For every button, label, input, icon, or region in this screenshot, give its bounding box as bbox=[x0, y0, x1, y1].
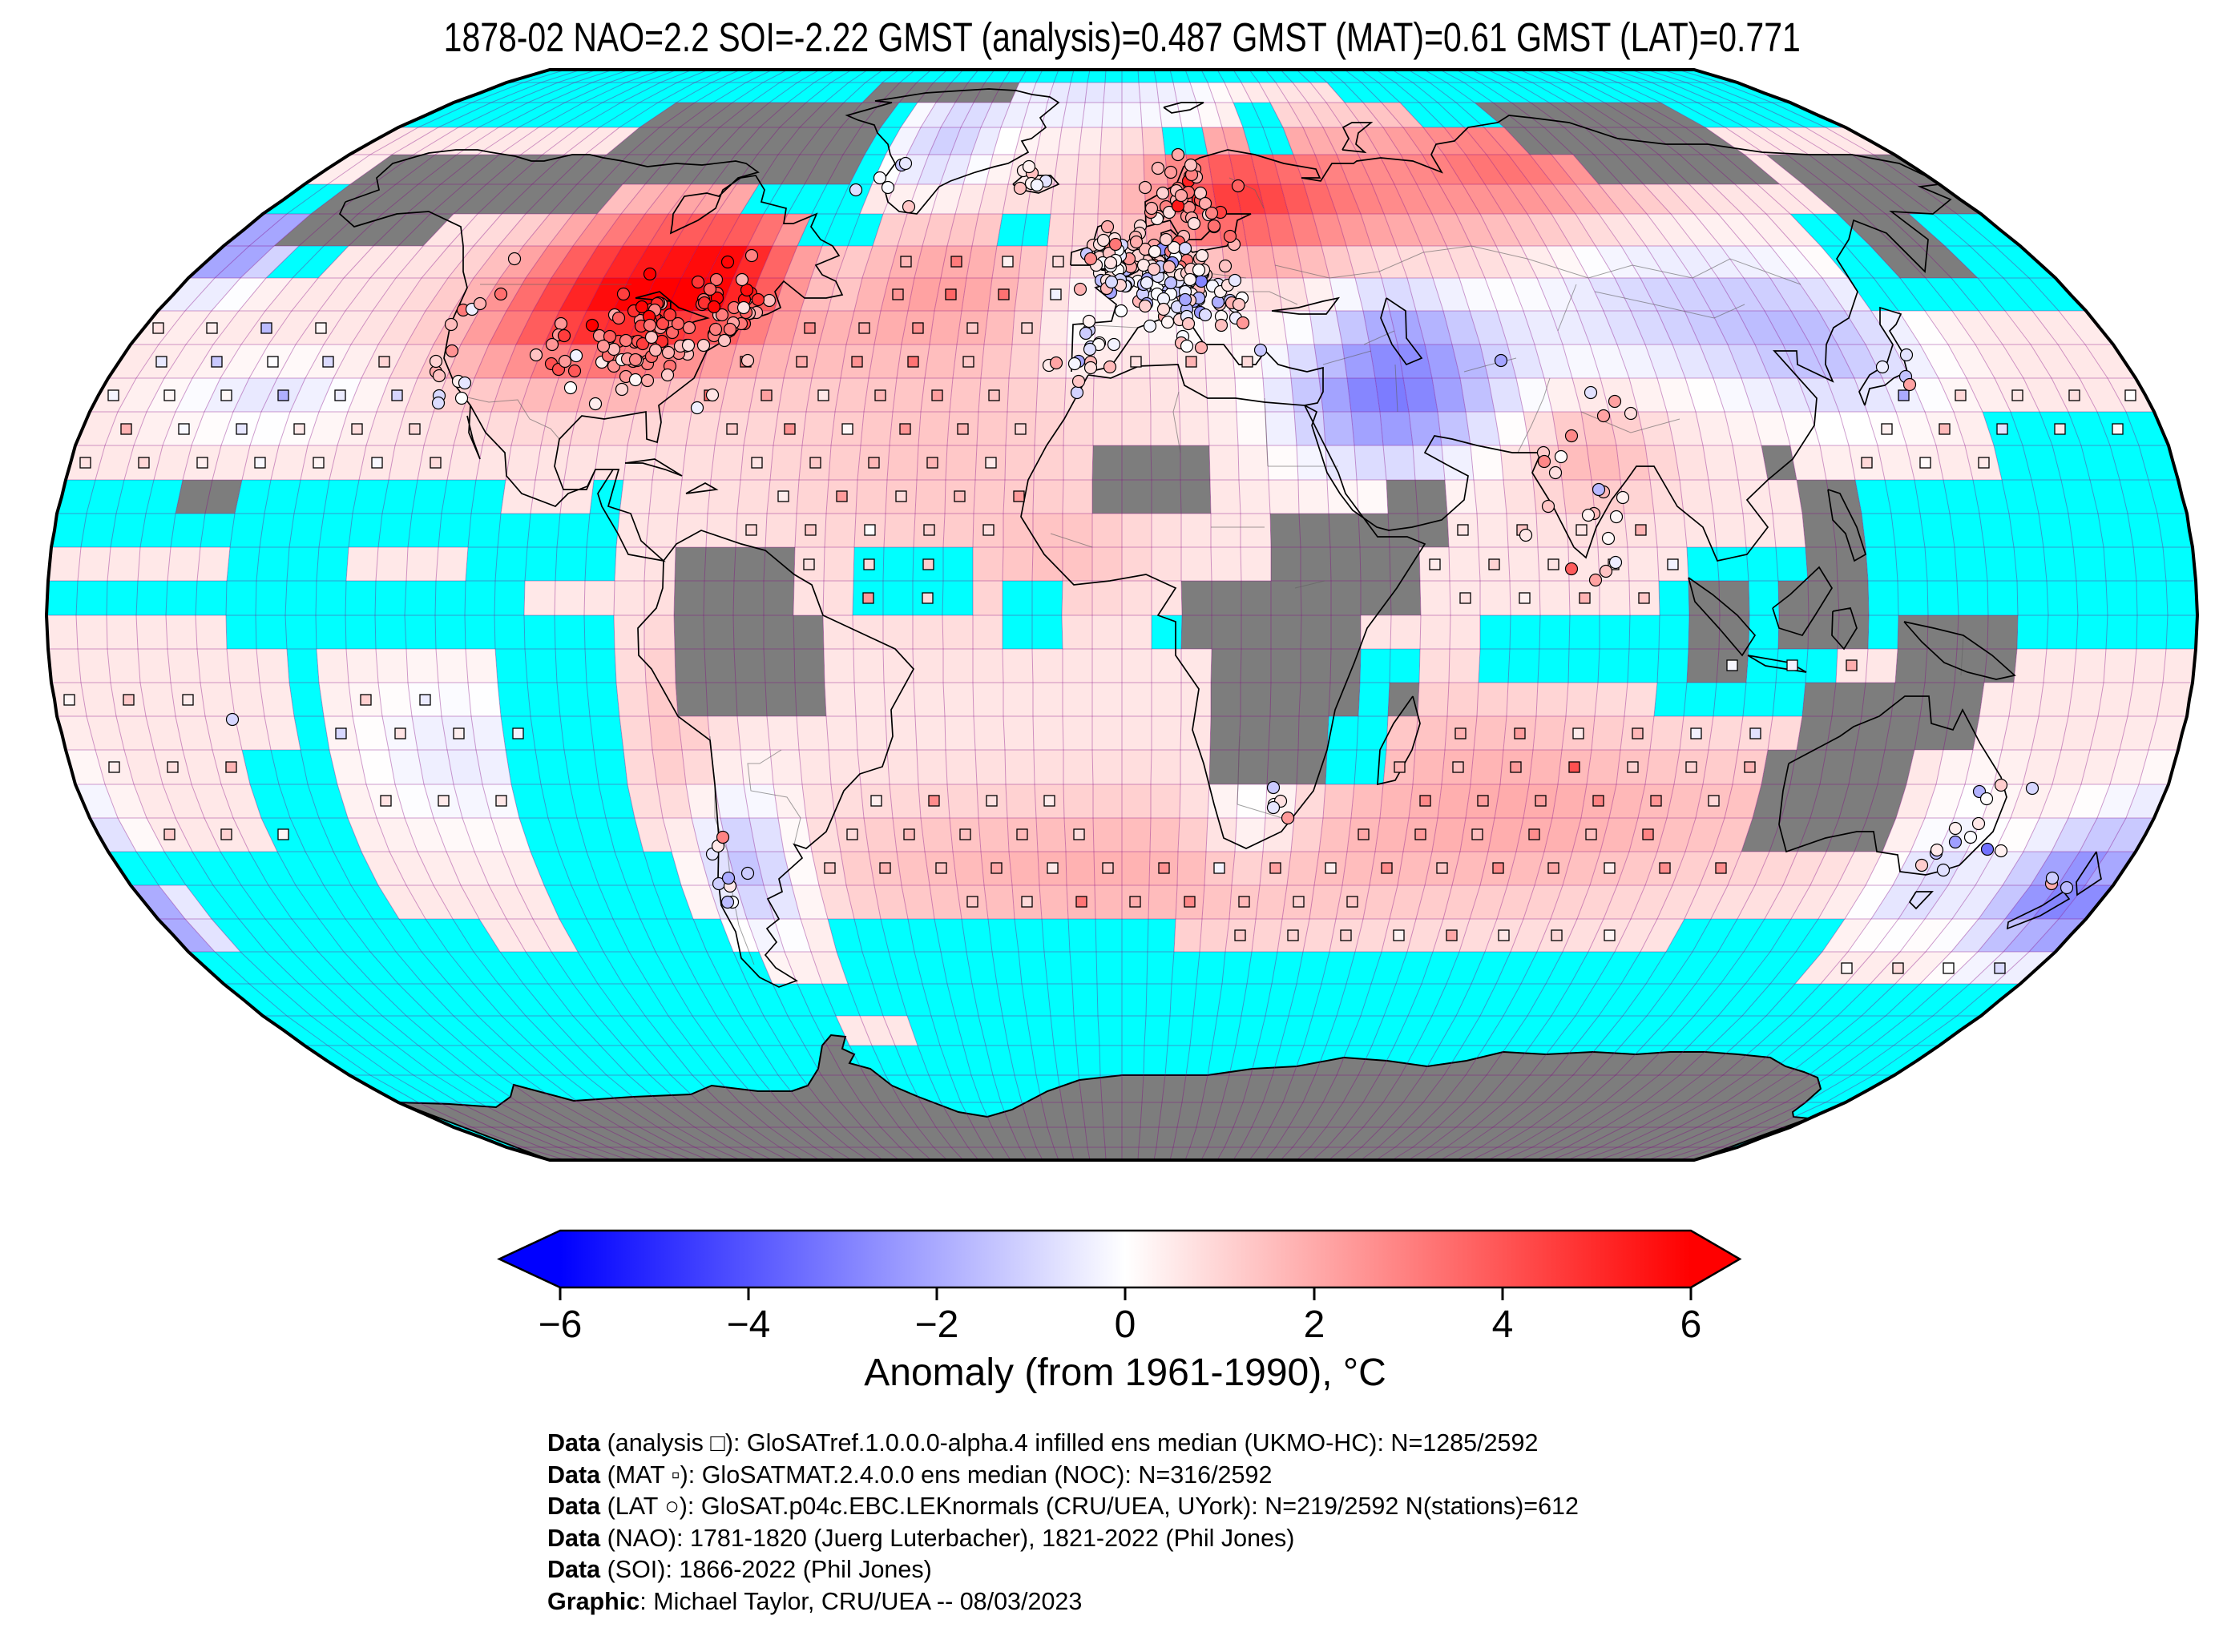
svg-text:2: 2 bbox=[1304, 1303, 1325, 1346]
svg-text:−2: −2 bbox=[915, 1303, 959, 1346]
svg-text:−6: −6 bbox=[539, 1303, 583, 1346]
svg-text:4: 4 bbox=[1492, 1303, 1514, 1346]
svg-text:−4: −4 bbox=[727, 1303, 771, 1346]
svg-text:Anomaly (from 1961-1990), °C: Anomaly (from 1961-1990), °C bbox=[864, 1352, 1386, 1394]
svg-text:6: 6 bbox=[1680, 1303, 1702, 1346]
svg-text:0: 0 bbox=[1115, 1303, 1136, 1346]
